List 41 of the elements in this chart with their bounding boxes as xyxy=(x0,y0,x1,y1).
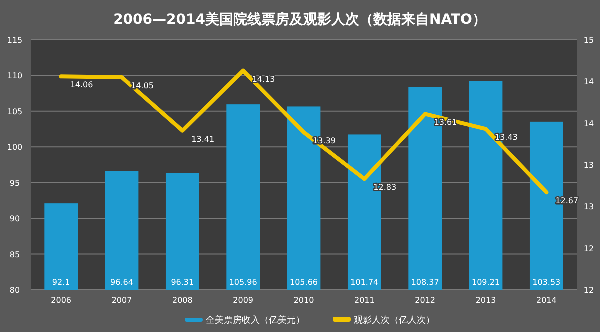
y-tick-label: 105 xyxy=(7,107,23,116)
y2-tick-label: 12 xyxy=(584,244,594,254)
data-label: 92.1 xyxy=(52,278,70,287)
data-label: 103.53 xyxy=(532,278,561,287)
legend-label: 观影人次（亿人次） xyxy=(354,315,435,326)
data-label: 105.66 xyxy=(290,278,318,287)
y2-tick-label: 15 xyxy=(584,36,594,45)
data-label: 109.21 xyxy=(472,278,500,287)
y-tick-label: 95 xyxy=(10,178,20,188)
x-tick-label: 2007 xyxy=(112,296,132,305)
y2-tick-label: 14 xyxy=(584,119,594,128)
y-tick-label: 90 xyxy=(10,214,20,224)
y-tick-label: 80 xyxy=(10,286,20,295)
y2-tick-label: 13 xyxy=(584,161,594,170)
data-label: 14.06 xyxy=(70,80,94,90)
x-tick-label: 2008 xyxy=(172,296,193,305)
x-tick-label: 2014 xyxy=(536,296,557,305)
y2-tick-label: 14 xyxy=(584,78,594,87)
legend-label: 全美票房收入（亿美元） xyxy=(206,315,305,326)
data-label: 14.13 xyxy=(252,74,276,84)
data-label: 108.37 xyxy=(411,278,440,287)
data-label: 13.61 xyxy=(434,118,458,128)
data-label: 101.74 xyxy=(350,278,379,287)
x-tick-label: 2011 xyxy=(354,296,375,305)
x-tick-label: 2006 xyxy=(51,296,72,305)
data-label: 96.64 xyxy=(110,278,134,287)
y2-tick-label: 13 xyxy=(584,202,594,212)
data-label: 105.96 xyxy=(229,278,258,287)
data-label: 13.41 xyxy=(192,134,215,144)
chart-title: 2006—2014美国院线票房及观影人次（数据来自NATO） xyxy=(114,11,486,28)
y-tick-label: 110 xyxy=(7,72,23,81)
y-tick-label: 100 xyxy=(7,143,23,152)
x-tick-label: 2009 xyxy=(233,296,254,305)
data-label: 96.31 xyxy=(171,278,194,287)
y2-tick-label: 12 xyxy=(584,286,594,295)
y-tick-label: 85 xyxy=(10,250,20,260)
line-series xyxy=(59,68,549,194)
y-tick-label: 115 xyxy=(7,36,23,45)
x-tick-label: 2012 xyxy=(415,296,436,305)
x-tick-label: 2013 xyxy=(476,296,496,305)
x-tick-label: 2010 xyxy=(294,296,314,305)
